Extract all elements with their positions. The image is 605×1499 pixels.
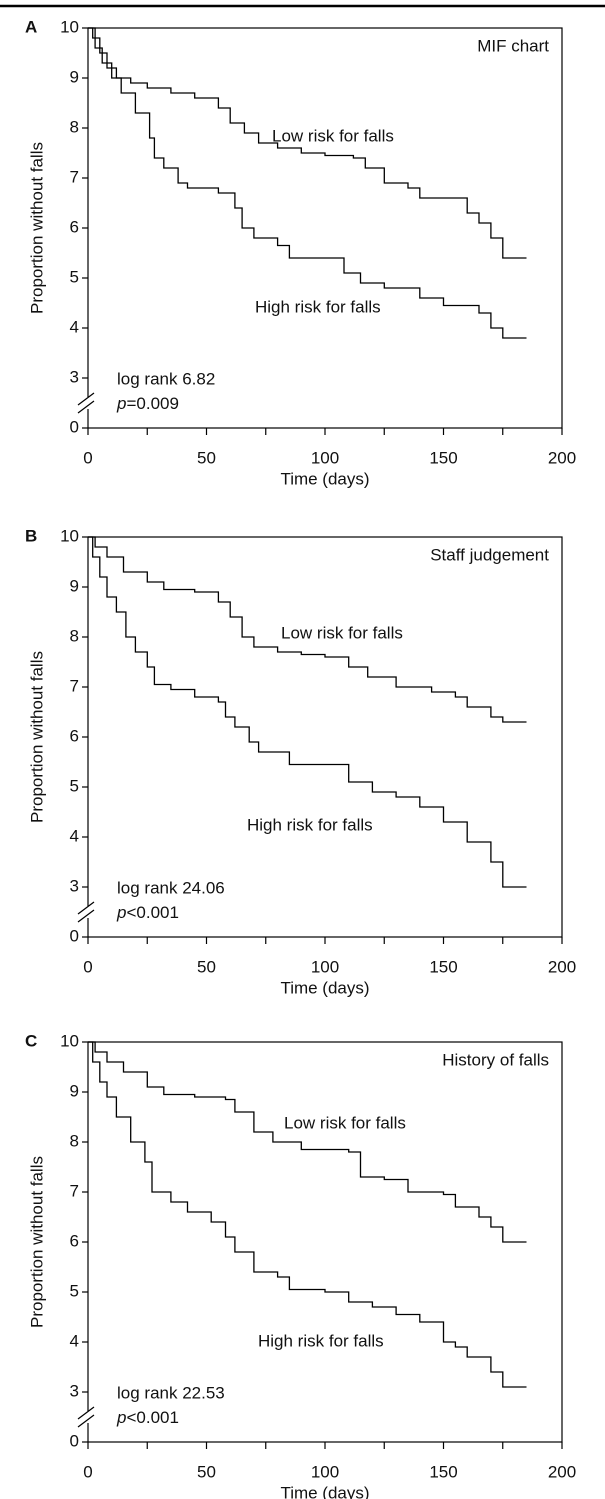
y-tick-label: 8 bbox=[70, 626, 79, 645]
panel-label: C bbox=[25, 1031, 37, 1050]
y-tick-label: 10 bbox=[60, 1031, 79, 1050]
survival-curve bbox=[88, 1041, 527, 1388]
x-tick-label: 200 bbox=[548, 957, 576, 976]
y-tick-label: 10 bbox=[60, 17, 79, 36]
y-tick-label: 6 bbox=[70, 726, 79, 745]
series-label: Low risk for falls bbox=[281, 623, 403, 642]
y-tick-label: 3 bbox=[70, 367, 79, 386]
y-tick-label: 4 bbox=[70, 1331, 79, 1350]
series-label: High risk for falls bbox=[247, 815, 373, 834]
y-axis-label: Proportion without falls bbox=[27, 1156, 46, 1328]
y-tick-label: 0 bbox=[70, 1431, 79, 1450]
y-tick-label: 0 bbox=[70, 926, 79, 945]
x-tick-label: 150 bbox=[429, 1462, 457, 1481]
axis-break bbox=[77, 392, 95, 406]
y-tick-label: 5 bbox=[70, 267, 79, 286]
series-label: Low risk for falls bbox=[272, 126, 394, 145]
x-tick-label: 0 bbox=[83, 448, 92, 467]
panel-label: A bbox=[25, 17, 37, 36]
survival-curve bbox=[88, 1041, 527, 1243]
x-tick-label: 0 bbox=[83, 957, 92, 976]
y-tick-label: 8 bbox=[70, 1131, 79, 1150]
y-tick-label: 3 bbox=[70, 876, 79, 895]
p-symbol: p bbox=[116, 394, 126, 413]
survival-curve bbox=[88, 536, 527, 723]
axis-break bbox=[77, 400, 95, 414]
x-tick-label: 50 bbox=[197, 957, 216, 976]
y-tick-label: 7 bbox=[70, 1181, 79, 1200]
survival-curve bbox=[88, 536, 527, 888]
x-tick-label: 50 bbox=[197, 1462, 216, 1481]
plot-frame bbox=[87, 1041, 563, 1443]
x-tick-label: 200 bbox=[548, 1462, 576, 1481]
axis-break bbox=[77, 909, 95, 923]
stat-label: log rank 6.82 bbox=[117, 369, 215, 388]
p-value: =0.009 bbox=[126, 394, 178, 413]
p-symbol: p bbox=[116, 903, 126, 922]
stat-label: log rank 22.53 bbox=[117, 1383, 225, 1402]
plot-frame bbox=[87, 536, 563, 938]
panel-title: Staff judgement bbox=[430, 545, 549, 564]
stat-label: log rank 24.06 bbox=[117, 878, 225, 897]
y-tick-label: 5 bbox=[70, 1281, 79, 1300]
y-tick-label: 4 bbox=[70, 826, 79, 845]
axis-break-gap bbox=[86, 397, 90, 409]
y-tick-label: 6 bbox=[70, 1231, 79, 1250]
x-tick-label: 150 bbox=[429, 448, 457, 467]
series-label: High risk for falls bbox=[255, 297, 381, 316]
y-tick-label: 3 bbox=[70, 1381, 79, 1400]
y-tick-label: 9 bbox=[70, 576, 79, 595]
y-tick-label: 10 bbox=[60, 526, 79, 545]
x-tick-label: 150 bbox=[429, 957, 457, 976]
y-tick-label: 0 bbox=[70, 417, 79, 436]
x-axis-label: Time (days) bbox=[280, 1483, 369, 1499]
x-tick-label: 100 bbox=[311, 1462, 339, 1481]
x-tick-label: 50 bbox=[197, 448, 216, 467]
panel-title: History of falls bbox=[442, 1050, 549, 1069]
panel-title: MIF chart bbox=[477, 36, 549, 55]
y-tick-label: 6 bbox=[70, 217, 79, 236]
axis-break-gap bbox=[86, 1411, 90, 1423]
series-label: Low risk for falls bbox=[284, 1113, 406, 1132]
series-label: High risk for falls bbox=[258, 1331, 384, 1350]
p-value: <0.001 bbox=[126, 1408, 178, 1427]
p-value-label: p=0.009 bbox=[116, 394, 179, 413]
y-tick-label: 9 bbox=[70, 67, 79, 86]
y-tick-label: 7 bbox=[70, 676, 79, 695]
y-tick-label: 8 bbox=[70, 117, 79, 136]
panel-label: B bbox=[25, 526, 37, 545]
x-tick-label: 100 bbox=[311, 957, 339, 976]
axis-break bbox=[77, 1414, 95, 1428]
y-tick-label: 7 bbox=[70, 167, 79, 186]
p-value-label: p<0.001 bbox=[116, 903, 179, 922]
x-tick-label: 0 bbox=[83, 1462, 92, 1481]
p-symbol: p bbox=[116, 1408, 126, 1427]
axis-break bbox=[77, 1406, 95, 1420]
y-tick-label: 9 bbox=[70, 1081, 79, 1100]
x-tick-label: 100 bbox=[311, 448, 339, 467]
x-tick-label: 200 bbox=[548, 448, 576, 467]
y-axis-label: Proportion without falls bbox=[27, 651, 46, 823]
axis-break bbox=[77, 901, 95, 915]
y-tick-label: 5 bbox=[70, 776, 79, 795]
axis-break-gap bbox=[86, 906, 90, 918]
x-axis-label: Time (days) bbox=[280, 978, 369, 997]
p-value: <0.001 bbox=[126, 903, 178, 922]
y-tick-label: 4 bbox=[70, 317, 79, 336]
p-value-label: p<0.001 bbox=[116, 1408, 179, 1427]
y-axis-label: Proportion without falls bbox=[27, 142, 46, 314]
x-axis-label: Time (days) bbox=[280, 469, 369, 488]
survival-curve bbox=[88, 27, 527, 339]
